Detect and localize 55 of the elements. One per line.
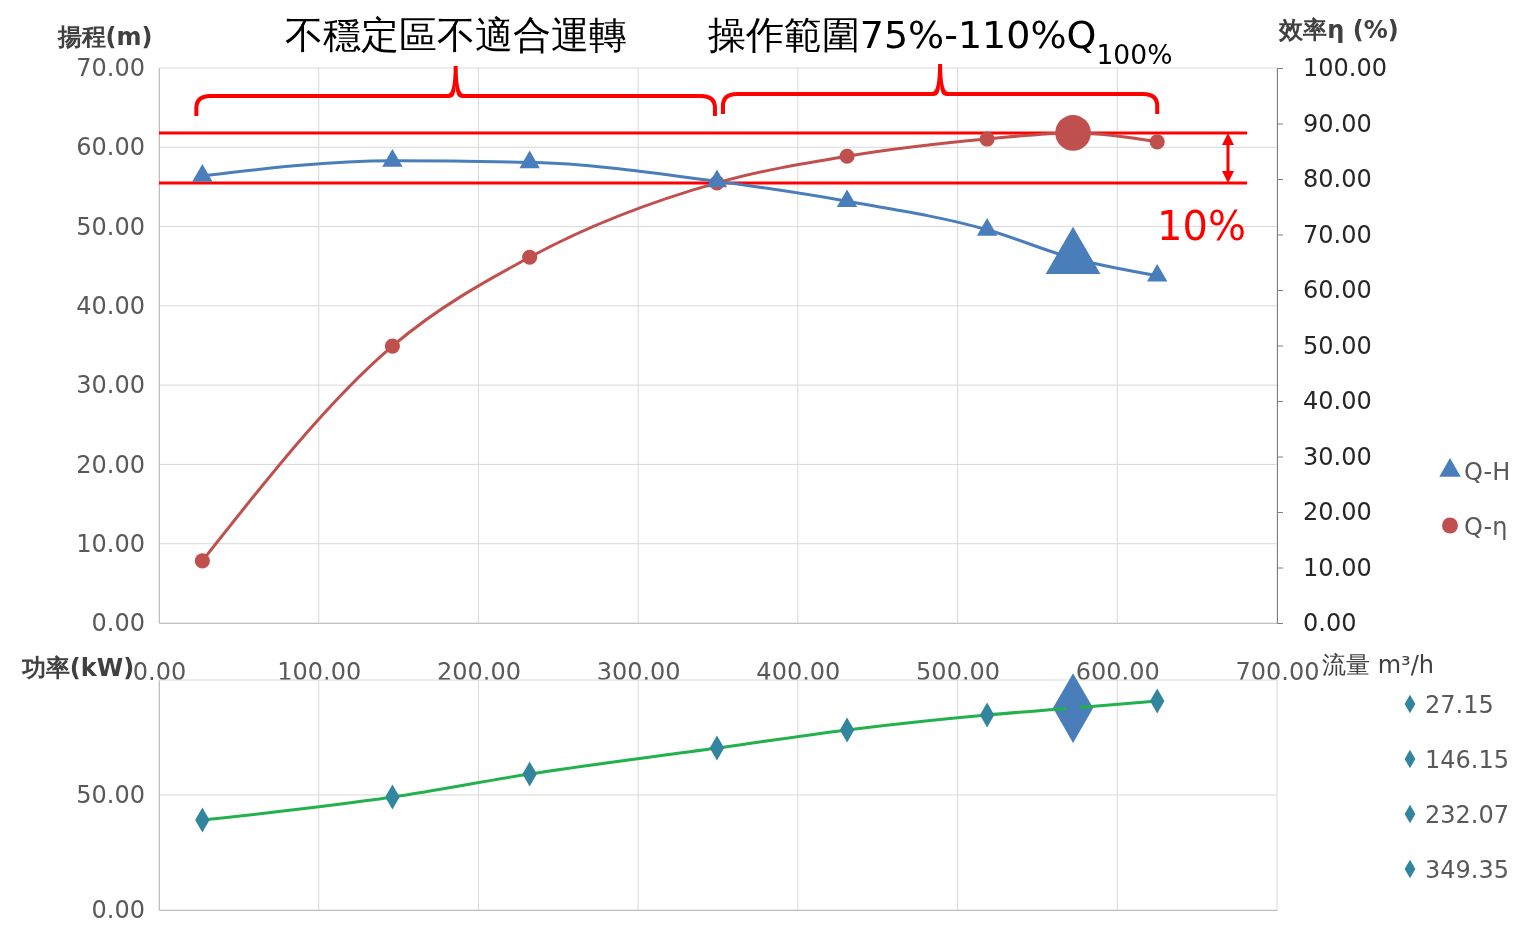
point <box>519 150 540 169</box>
y2-tick-label: 10.00 <box>1303 553 1372 582</box>
y-tick-label: 50.00 <box>76 781 145 810</box>
y2-tick-label: 100.00 <box>1303 54 1387 83</box>
point <box>1147 263 1168 282</box>
y-tick-label: 20.00 <box>76 450 145 479</box>
x-tick-label: 600.00 <box>1075 658 1160 687</box>
y-tick-label: 10.00 <box>76 529 145 558</box>
y-tick-label: 0.00 <box>91 609 145 638</box>
x-tick-label: 200.00 <box>436 658 521 687</box>
y2-tick-label: 70.00 <box>1303 220 1372 249</box>
point <box>839 148 855 164</box>
point <box>1149 134 1165 150</box>
y-tick-label: 0.00 <box>91 896 145 925</box>
text: 27.15 <box>1425 691 1494 719</box>
y-axis-title: 揚程(m) <box>56 23 153 51</box>
x-tick-label: 700.00 <box>1235 658 1320 687</box>
x-axis-title: 流量 m³/h <box>1322 651 1434 679</box>
y2-tick-label: 80.00 <box>1303 165 1372 194</box>
point <box>706 169 728 188</box>
text: 不穩定區不適合運轉 <box>284 13 627 57</box>
text: 146.15 <box>1425 746 1509 774</box>
x-tick-label: 400.00 <box>756 658 841 687</box>
y-tick-label: 50.00 <box>76 212 145 241</box>
point <box>192 164 213 182</box>
point <box>384 338 400 354</box>
x-tick-label: 100.00 <box>277 658 362 687</box>
point <box>976 217 998 236</box>
point <box>194 553 210 569</box>
annotation: 10% <box>1157 202 1246 249</box>
y2-tick-label: 20.00 <box>1303 498 1372 527</box>
y-tick-label: 70.00 <box>76 54 145 83</box>
legend-label: Q-H <box>1464 457 1511 486</box>
x-tick-label: 0.00 <box>132 658 187 687</box>
annotation: 操作範圍75%-110%Q$_{100%}$ <box>707 13 1173 70</box>
y2-axis-title: 效率η (%) <box>1278 16 1399 44</box>
legend-label: Q-η <box>1464 512 1508 541</box>
y-axis-title: 功率(kW) <box>20 654 135 682</box>
y2-tick-label: 50.00 <box>1303 331 1372 360</box>
point <box>522 249 538 265</box>
point <box>979 131 995 147</box>
text: 232.07 <box>1425 801 1509 829</box>
point <box>836 189 858 208</box>
y2-tick-label: 30.00 <box>1303 442 1372 471</box>
y2-tick-label: 0.00 <box>1303 609 1357 638</box>
y2-tick-label: 60.00 <box>1303 276 1372 305</box>
text: 349.35 <box>1425 856 1509 884</box>
y-tick-label: 30.00 <box>76 371 145 400</box>
x-tick-label: 300.00 <box>596 658 681 687</box>
point <box>382 148 403 167</box>
y2-tick-label: 90.00 <box>1303 109 1372 138</box>
x-tick-label: 500.00 <box>916 658 1001 687</box>
y-tick-label: 60.00 <box>76 133 145 162</box>
y2-tick-label: 40.00 <box>1303 387 1372 416</box>
y-tick-label: 40.00 <box>76 292 145 321</box>
